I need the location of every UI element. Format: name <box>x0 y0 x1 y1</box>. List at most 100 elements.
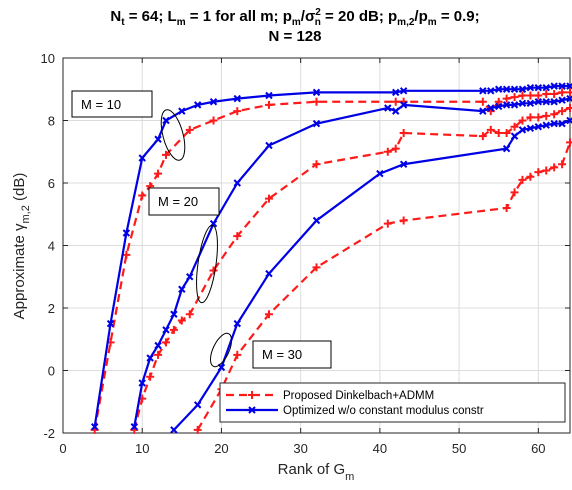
data-point-x <box>146 354 154 362</box>
data-point-plus <box>185 125 194 134</box>
data-point-x <box>138 154 146 162</box>
x-axis-ticks: 0 10 20 30 40 50 60 <box>59 58 546 456</box>
data-point-plus <box>526 91 535 100</box>
y-tick-label: -2 <box>43 426 55 441</box>
data-point-plus <box>478 97 487 106</box>
series-proposed-m10 <box>90 88 572 434</box>
data-point-plus <box>510 122 519 131</box>
data-point-x <box>392 107 400 115</box>
data-point-plus <box>399 216 408 225</box>
data-point-plus <box>542 111 551 120</box>
data-point-plus <box>193 425 202 434</box>
data-point-plus <box>233 107 242 116</box>
data-point-plus <box>558 160 567 169</box>
data-point-x <box>534 98 543 106</box>
data-point-x <box>162 326 170 334</box>
data-point-plus <box>383 147 392 156</box>
x-axis-label-text: Rank of Gm <box>278 461 355 483</box>
data-point-plus <box>161 338 170 347</box>
data-point-x <box>233 319 241 328</box>
x-tick-label: 30 <box>293 441 307 456</box>
data-point-plus <box>534 91 543 100</box>
data-point-x <box>566 94 572 103</box>
data-point-plus <box>566 138 572 147</box>
data-point-plus <box>233 350 242 359</box>
data-point-plus <box>312 97 321 106</box>
data-point-x <box>138 379 146 387</box>
data-point-plus <box>518 116 527 125</box>
data-point-plus <box>264 194 273 203</box>
data-point-plus <box>177 316 186 325</box>
data-point-plus <box>566 104 572 112</box>
data-point-x <box>550 82 558 90</box>
y-axis-label: Approximate γm,2 (dB) <box>11 173 32 320</box>
data-point-x <box>186 273 194 281</box>
legend-marker <box>248 406 256 414</box>
data-point-x <box>193 101 202 109</box>
data-point-plus <box>566 88 572 97</box>
data-point-plus <box>510 93 519 102</box>
data-point-x <box>566 82 572 90</box>
data-point-plus <box>399 129 408 137</box>
data-point-plus <box>558 88 567 97</box>
data-point-x <box>510 101 519 109</box>
data-point-plus <box>542 89 551 98</box>
data-point-x <box>265 269 273 278</box>
chart-title: Nt = 64; Lm = 1 for all m; pm/σ2 n = 20 d… <box>110 7 479 45</box>
data-point-plus <box>518 175 527 184</box>
annotation-ellipse <box>196 224 218 304</box>
data-point-plus <box>146 372 155 381</box>
data-point-x <box>526 99 535 108</box>
data-point-plus <box>550 110 559 119</box>
annotations: M = 10 M = 20 M = 30 <box>71 90 332 369</box>
data-point-plus <box>494 129 503 137</box>
y-tick-label: 6 <box>48 176 55 191</box>
data-point-plus <box>154 350 163 359</box>
data-point-x <box>162 116 170 125</box>
data-point-x <box>130 423 139 431</box>
data-point-plus <box>391 97 400 106</box>
data-point-plus <box>518 91 527 100</box>
x-tick-label: 10 <box>135 441 149 456</box>
data-point-plus <box>138 191 147 200</box>
data-point-x <box>122 229 131 237</box>
data-point-plus <box>169 325 178 334</box>
y-tick-label: 0 <box>48 364 55 379</box>
data-point-plus <box>502 94 511 103</box>
title-line-2: N = 128 <box>269 28 322 45</box>
data-point-x <box>526 83 535 92</box>
data-point-x <box>193 401 202 409</box>
data-point-plus <box>209 266 218 275</box>
x-tick-label: 50 <box>452 441 466 456</box>
series-optimized-m10 <box>90 82 572 431</box>
data-point-x <box>399 87 408 95</box>
data-point-x <box>487 104 495 112</box>
data-point-x <box>384 104 392 112</box>
data-point-x <box>233 94 241 103</box>
data-point-plus <box>502 204 511 212</box>
data-point-x <box>170 426 178 434</box>
data-point-x <box>154 341 162 350</box>
annotation-label: M = 30 <box>262 347 302 362</box>
data-point-x <box>494 102 503 111</box>
series-line <box>93 91 570 431</box>
data-point-plus <box>161 150 170 159</box>
data-point-plus <box>534 168 543 177</box>
data-point-plus <box>526 113 535 122</box>
annotation-ellipse <box>209 332 233 368</box>
data-point-x <box>542 83 550 92</box>
data-point-x <box>487 87 495 95</box>
data-point-plus <box>526 172 535 181</box>
data-point-x <box>502 144 511 153</box>
data-point-x <box>90 423 99 431</box>
data-point-x <box>518 85 527 93</box>
annotation-label: M = 20 <box>158 194 198 209</box>
data-point-plus <box>209 116 218 125</box>
data-point-plus <box>494 97 503 106</box>
data-point-plus <box>264 100 273 109</box>
data-point-x <box>518 126 527 134</box>
data-point-plus <box>233 232 242 241</box>
data-point-x <box>534 123 543 131</box>
data-point-x <box>510 85 519 93</box>
data-point-plus <box>185 310 194 319</box>
